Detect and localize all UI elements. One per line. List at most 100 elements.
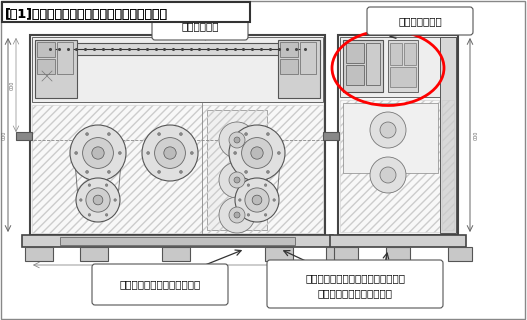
Circle shape xyxy=(234,177,240,183)
Circle shape xyxy=(370,112,406,148)
FancyBboxPatch shape xyxy=(267,260,443,308)
Circle shape xyxy=(154,138,186,168)
Circle shape xyxy=(380,167,396,183)
Circle shape xyxy=(88,213,91,216)
FancyBboxPatch shape xyxy=(92,264,228,305)
Circle shape xyxy=(234,212,240,218)
Circle shape xyxy=(70,125,126,181)
Bar xyxy=(326,247,354,261)
Circle shape xyxy=(85,171,89,173)
FancyBboxPatch shape xyxy=(367,7,473,35)
Bar xyxy=(280,59,298,74)
Bar xyxy=(37,42,55,57)
Circle shape xyxy=(229,132,245,148)
Bar xyxy=(32,105,323,233)
Text: [図1]測中走行耗久試験機の正面図と右側面図: [図1]測中走行耗久試験機の正面図と右側面図 xyxy=(5,7,168,20)
Circle shape xyxy=(105,213,108,216)
Bar xyxy=(390,43,402,65)
Bar xyxy=(60,237,295,245)
Circle shape xyxy=(93,195,103,205)
Circle shape xyxy=(251,147,263,159)
Text: ベースプレートを広く設計し重心の: ベースプレートを広く設計し重心の xyxy=(305,273,405,283)
Bar xyxy=(30,35,325,235)
Circle shape xyxy=(245,132,248,136)
Circle shape xyxy=(247,184,250,187)
Text: 0000: 0000 xyxy=(171,268,183,273)
Circle shape xyxy=(147,151,150,155)
Circle shape xyxy=(380,122,396,138)
Bar xyxy=(2,2,250,22)
Circle shape xyxy=(85,132,89,136)
Bar xyxy=(265,247,293,261)
Circle shape xyxy=(229,125,285,181)
Bar xyxy=(442,100,454,230)
Bar xyxy=(278,40,320,98)
Circle shape xyxy=(190,151,193,155)
Circle shape xyxy=(75,151,77,155)
Bar xyxy=(366,43,380,85)
Bar xyxy=(388,40,418,92)
FancyBboxPatch shape xyxy=(152,12,248,40)
Circle shape xyxy=(234,137,240,143)
Bar xyxy=(207,110,267,230)
Bar xyxy=(346,65,364,85)
Circle shape xyxy=(108,132,111,136)
Circle shape xyxy=(267,171,269,173)
Bar xyxy=(80,247,108,261)
Bar xyxy=(448,247,472,261)
Circle shape xyxy=(264,184,267,187)
Circle shape xyxy=(179,132,182,136)
Circle shape xyxy=(219,197,255,233)
Circle shape xyxy=(80,199,82,201)
Bar xyxy=(386,247,410,261)
Circle shape xyxy=(164,147,176,159)
Circle shape xyxy=(245,188,269,212)
Bar xyxy=(35,40,77,98)
Bar xyxy=(22,235,333,247)
Circle shape xyxy=(264,213,267,216)
Text: 低コストな補強プレート構造: 低コストな補強プレート構造 xyxy=(120,279,201,289)
Circle shape xyxy=(83,138,113,168)
Bar xyxy=(280,42,298,57)
Circle shape xyxy=(252,195,262,205)
Circle shape xyxy=(158,132,161,136)
Circle shape xyxy=(219,162,255,198)
Circle shape xyxy=(239,199,241,201)
Bar xyxy=(35,43,320,55)
Circle shape xyxy=(229,172,245,188)
Circle shape xyxy=(370,157,406,193)
Circle shape xyxy=(88,184,91,187)
Text: 000: 000 xyxy=(9,80,15,90)
Bar xyxy=(440,37,456,233)
Text: [図1]測中走行耗久試験機の正面図と右側面図: [図1]測中走行耗久試験機の正面図と右側面図 xyxy=(5,7,168,20)
Circle shape xyxy=(247,213,250,216)
Text: 000: 000 xyxy=(474,130,479,140)
Bar xyxy=(404,43,416,65)
Circle shape xyxy=(158,171,161,173)
Bar xyxy=(334,247,358,261)
Circle shape xyxy=(105,184,108,187)
Circle shape xyxy=(233,151,237,155)
Circle shape xyxy=(92,147,104,159)
Bar xyxy=(32,37,323,102)
Circle shape xyxy=(179,171,182,173)
Circle shape xyxy=(142,125,198,181)
Bar xyxy=(300,42,316,74)
Bar xyxy=(340,37,456,97)
Circle shape xyxy=(277,151,280,155)
Bar xyxy=(340,100,440,232)
Circle shape xyxy=(119,151,121,155)
Circle shape xyxy=(273,199,276,201)
Circle shape xyxy=(245,171,248,173)
Bar xyxy=(330,235,466,247)
Text: バランスを良くしている。: バランスを良くしている。 xyxy=(317,288,393,298)
Bar xyxy=(343,40,383,92)
Circle shape xyxy=(267,132,269,136)
Text: 000: 000 xyxy=(2,130,6,140)
Bar xyxy=(323,132,339,140)
Circle shape xyxy=(229,207,245,223)
Circle shape xyxy=(235,178,279,222)
Circle shape xyxy=(76,178,120,222)
Circle shape xyxy=(86,188,110,212)
Circle shape xyxy=(108,171,111,173)
